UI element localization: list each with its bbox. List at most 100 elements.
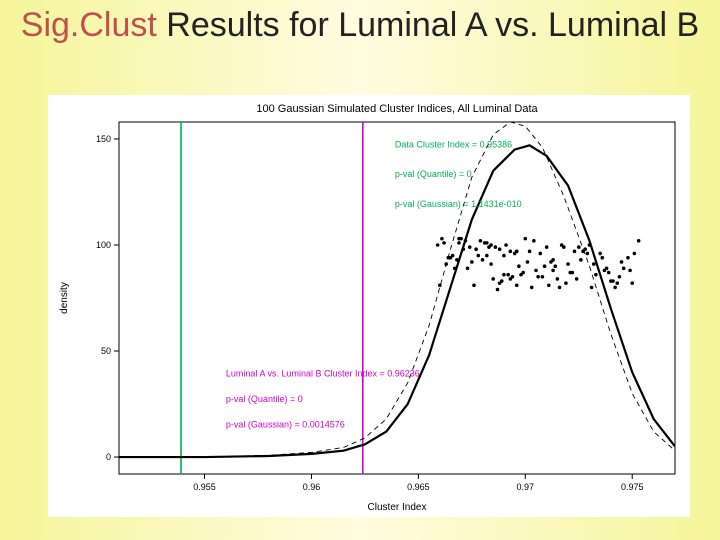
y-axis-label: density: [59, 282, 70, 314]
sim-point: [566, 262, 570, 266]
sim-point: [575, 277, 579, 281]
sim-point: [526, 260, 530, 264]
density-plot: 100 Gaussian Simulated Cluster Indices, …: [49, 96, 689, 516]
anno-magenta: p-val (Quantile) = 0: [226, 394, 303, 404]
sim-point: [556, 277, 560, 281]
sim-point: [494, 245, 498, 249]
sim-point: [472, 283, 476, 287]
sim-point: [541, 275, 545, 279]
sim-point: [517, 264, 521, 268]
sim-point: [594, 273, 598, 277]
sim-point: [528, 250, 532, 254]
sim-point: [515, 283, 519, 287]
sim-point: [509, 250, 513, 254]
sim-point: [442, 241, 446, 245]
sim-point: [609, 279, 613, 283]
sim-point: [481, 258, 485, 262]
sim-point: [489, 243, 493, 247]
sim-point: [534, 269, 538, 273]
sim-point: [530, 286, 534, 290]
sim-point: [630, 281, 634, 285]
sim-point: [586, 252, 590, 256]
sim-point: [466, 267, 470, 271]
y-tick-label: 150: [96, 134, 111, 144]
sim-point: [479, 239, 483, 243]
x-tick-label: 0.955: [193, 482, 216, 492]
sim-point: [506, 273, 510, 277]
sim-point: [524, 237, 528, 241]
sim-point: [485, 241, 489, 245]
x-tick-label: 0.975: [621, 482, 644, 492]
anno-magenta: Luminal A vs. Luminal B Cluster Index = …: [226, 368, 420, 378]
sim-point: [560, 243, 564, 247]
sim-point: [598, 252, 602, 256]
sim-point: [509, 277, 513, 281]
sim-point: [498, 247, 502, 251]
sim-point: [545, 245, 549, 249]
title-sig: Sig.Clust: [21, 6, 157, 44]
anno-green: p-val (Gaussian) = 1.1431e-010: [395, 199, 522, 209]
x-tick-label: 0.965: [407, 482, 430, 492]
sim-point: [571, 271, 575, 275]
sim-point: [543, 264, 547, 268]
anno-green: Data Cluster Index = 0.95386: [395, 139, 512, 149]
sim-point: [515, 250, 519, 254]
sim-point: [468, 245, 472, 249]
plot-title: 100 Gaussian Simulated Cluster Indices, …: [256, 103, 538, 115]
sim-point: [455, 258, 459, 262]
x-tick-label: 0.96: [303, 482, 321, 492]
sim-point: [457, 241, 461, 245]
sim-point: [551, 269, 555, 273]
sim-point: [489, 262, 493, 266]
sim-point: [504, 243, 508, 247]
sim-point: [637, 239, 641, 243]
sim-point: [451, 254, 455, 258]
sim-point: [579, 258, 583, 262]
sim-point: [538, 252, 542, 256]
y-tick-label: 0: [106, 452, 111, 462]
sim-point: [474, 247, 478, 251]
sim-point: [553, 264, 557, 268]
sim-point: [600, 256, 604, 260]
sim-point: [551, 258, 555, 262]
sim-point: [438, 283, 442, 287]
sim-point: [536, 275, 540, 279]
sim-point: [502, 254, 506, 258]
sim-point: [491, 277, 495, 281]
sim-point: [519, 273, 523, 277]
sim-point: [444, 262, 448, 266]
sim-point: [461, 247, 465, 251]
sim-point: [633, 252, 637, 256]
kde-curve: [119, 145, 675, 457]
sim-point: [436, 243, 440, 247]
anno-magenta: p-val (Gaussian) = 0.0014576: [226, 419, 345, 429]
sim-point: [581, 250, 585, 254]
sim-point: [440, 237, 444, 241]
anno-green: p-val (Quantile) = 0: [395, 169, 472, 179]
sim-point: [547, 283, 551, 287]
sim-point: [603, 269, 607, 273]
x-axis-label: Cluster Index: [368, 502, 427, 513]
sim-point: [573, 250, 577, 254]
sim-point: [502, 273, 506, 277]
sim-point: [470, 260, 474, 264]
sim-point: [592, 262, 596, 266]
sim-point: [618, 275, 622, 279]
title-rest: Results for Luminal A vs. Luminal B: [157, 6, 699, 44]
sim-point: [577, 245, 581, 249]
sim-point: [485, 254, 489, 258]
y-tick-label: 100: [96, 240, 111, 250]
sim-point: [622, 267, 626, 271]
sim-point: [532, 239, 536, 243]
sim-point: [626, 256, 630, 260]
sim-point: [476, 254, 480, 258]
slide-title: Sig.Clust Results for Luminal A vs. Lumi…: [0, 0, 720, 47]
x-tick-label: 0.97: [517, 482, 535, 492]
sim-point: [496, 288, 500, 292]
sim-point: [459, 237, 463, 241]
sim-point: [464, 239, 468, 243]
sim-point: [453, 267, 457, 271]
sim-point: [590, 286, 594, 290]
sim-point: [607, 271, 611, 275]
sim-point: [615, 281, 619, 285]
